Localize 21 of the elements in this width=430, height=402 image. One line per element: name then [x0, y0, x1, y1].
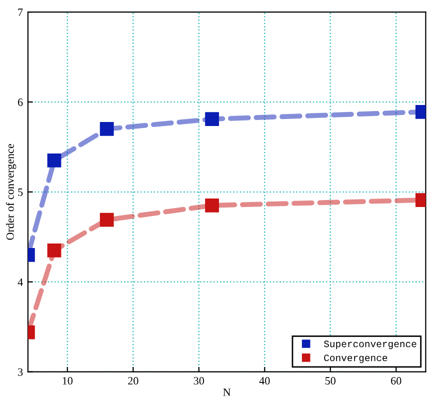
x-tick-label: 60 — [391, 377, 402, 385]
x-tick-label: 20 — [128, 377, 138, 385]
y-tick-label: 4 — [18, 278, 23, 286]
y-tick-label: 6 — [18, 98, 23, 106]
point — [100, 212, 114, 227]
point — [100, 122, 114, 136]
point — [47, 154, 62, 168]
y-tick-label: 3 — [18, 368, 23, 376]
y-axis-title: Order of convergence — [6, 144, 16, 240]
x-tick-label: 50 — [325, 377, 336, 385]
y-tick-label: 7 — [18, 8, 23, 16]
x-tick-label: 30 — [194, 377, 204, 385]
y-tick-label: 5 — [18, 188, 23, 196]
point — [205, 198, 219, 212]
legend-label: Convergence — [324, 354, 388, 364]
x-tick-label: 10 — [62, 377, 73, 385]
point — [205, 112, 219, 126]
legend-label: Superconvergence — [324, 340, 416, 350]
x-tick-label: 40 — [259, 377, 270, 385]
x-axis-title: N — [223, 388, 231, 396]
point — [47, 243, 62, 258]
